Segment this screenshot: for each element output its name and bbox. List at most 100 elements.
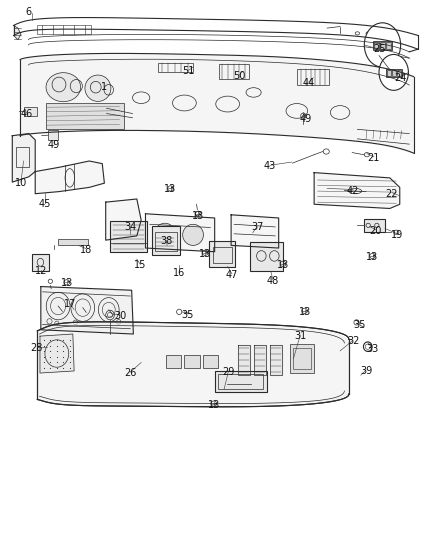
Text: 26: 26 (124, 368, 137, 378)
Bar (215, 371, 267, 392)
Text: 25: 25 (373, 44, 385, 54)
Ellipse shape (46, 72, 81, 102)
Polygon shape (20, 53, 413, 153)
Text: 32: 32 (347, 336, 359, 346)
Text: 35: 35 (353, 319, 366, 329)
Bar (392, 70, 396, 76)
Text: 31: 31 (294, 331, 307, 341)
Text: 44: 44 (303, 78, 315, 88)
Bar (152, 226, 180, 255)
Text: 39: 39 (360, 366, 372, 376)
Text: 13: 13 (60, 278, 73, 288)
Text: 21: 21 (367, 153, 380, 163)
Text: 43: 43 (264, 161, 276, 171)
Polygon shape (231, 215, 279, 248)
Polygon shape (254, 344, 266, 375)
Text: 49: 49 (48, 140, 60, 150)
Text: 45: 45 (39, 199, 51, 209)
Polygon shape (106, 199, 141, 240)
Bar (218, 374, 263, 389)
Text: 34: 34 (124, 222, 137, 232)
Bar (364, 219, 385, 232)
Text: 47: 47 (226, 270, 238, 280)
Text: 50: 50 (233, 70, 246, 80)
Bar (373, 41, 392, 50)
Text: 38: 38 (160, 236, 173, 246)
Text: 51: 51 (183, 66, 195, 76)
Bar (297, 69, 329, 85)
Text: 10: 10 (15, 178, 27, 188)
Polygon shape (314, 173, 400, 208)
Polygon shape (41, 287, 134, 334)
Bar (46, 103, 124, 130)
Polygon shape (14, 26, 21, 39)
Text: 15: 15 (134, 261, 146, 270)
Polygon shape (35, 161, 104, 193)
Bar (219, 64, 249, 79)
Text: 6: 6 (26, 7, 32, 17)
Circle shape (379, 54, 408, 90)
Text: 49: 49 (299, 114, 311, 124)
Bar (166, 354, 181, 368)
Circle shape (364, 23, 401, 67)
Polygon shape (12, 134, 35, 182)
Text: 13: 13 (164, 184, 177, 195)
Text: 46: 46 (21, 109, 33, 118)
Text: 16: 16 (173, 268, 185, 278)
Bar (110, 221, 147, 252)
Bar (212, 247, 232, 263)
Polygon shape (40, 334, 74, 373)
Polygon shape (145, 214, 215, 252)
Bar (202, 354, 218, 368)
Text: 19: 19 (391, 230, 403, 240)
Text: 13: 13 (208, 400, 220, 410)
Text: 18: 18 (80, 245, 92, 255)
Text: 13: 13 (277, 261, 289, 270)
Bar (37, 25, 92, 35)
Bar (250, 241, 283, 271)
Text: 12: 12 (35, 266, 47, 276)
Text: 42: 42 (347, 185, 359, 196)
Text: 13: 13 (367, 252, 378, 262)
Ellipse shape (155, 223, 175, 244)
Bar (155, 232, 177, 251)
Ellipse shape (46, 292, 70, 320)
Text: 17: 17 (64, 300, 76, 310)
Bar (48, 131, 58, 140)
Bar (380, 42, 385, 49)
Bar (397, 70, 402, 76)
Text: 28: 28 (30, 343, 42, 353)
Ellipse shape (183, 224, 203, 245)
Text: 1: 1 (101, 82, 107, 92)
Bar (25, 107, 37, 116)
Bar (58, 239, 88, 245)
Text: 48: 48 (267, 276, 279, 286)
Bar (32, 254, 49, 271)
Polygon shape (37, 322, 349, 407)
Ellipse shape (85, 75, 111, 101)
Text: 22: 22 (386, 189, 398, 199)
Text: 37: 37 (251, 222, 263, 232)
Text: 13: 13 (192, 211, 205, 221)
Bar (159, 63, 193, 72)
Bar (374, 42, 379, 49)
Ellipse shape (71, 294, 95, 321)
Text: 30: 30 (114, 311, 127, 321)
Bar (209, 241, 235, 266)
Text: 13: 13 (299, 307, 311, 317)
Bar (387, 70, 391, 76)
Text: 24: 24 (395, 72, 407, 83)
Bar (16, 147, 29, 167)
Bar (386, 69, 403, 77)
Text: 29: 29 (223, 367, 235, 377)
Text: 35: 35 (182, 310, 194, 320)
Bar (184, 354, 200, 368)
Bar (290, 344, 314, 373)
Polygon shape (270, 344, 282, 375)
Ellipse shape (99, 297, 119, 322)
Polygon shape (238, 344, 250, 375)
Text: 20: 20 (369, 225, 382, 236)
Bar (386, 42, 391, 49)
Text: 13: 13 (199, 249, 211, 259)
Text: 33: 33 (367, 344, 378, 354)
